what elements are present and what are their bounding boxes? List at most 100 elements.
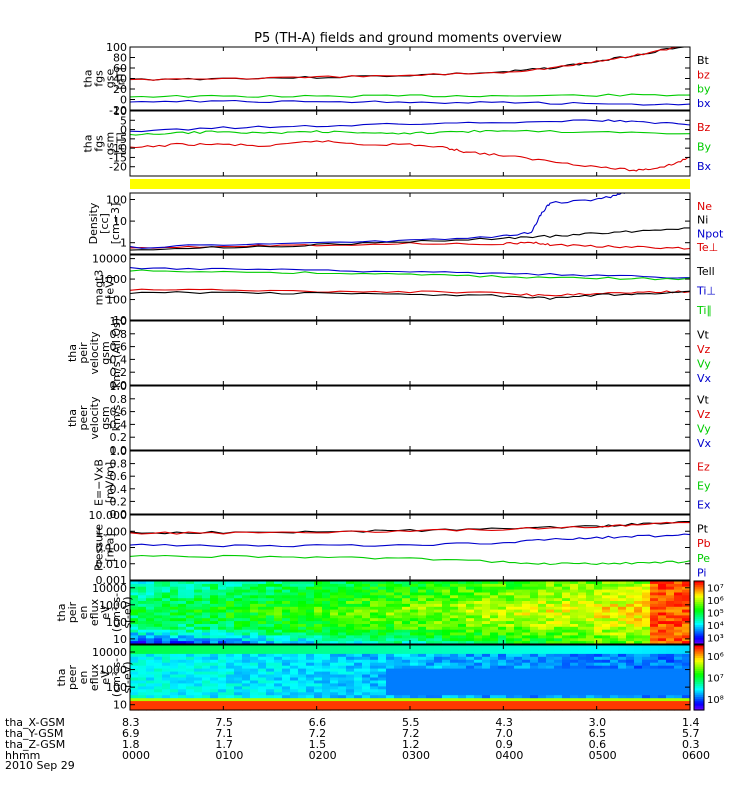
heatmap-cell <box>138 632 147 636</box>
ephemeris-value: 0400 <box>495 749 523 762</box>
heatmap-cell <box>626 632 635 636</box>
heatmap-cell <box>482 695 491 699</box>
heatmap-cell <box>434 695 443 699</box>
heatmap-cell <box>642 662 651 667</box>
heatmap-cell <box>602 689 611 693</box>
heatmap-cell <box>146 621 155 625</box>
heatmap-cell <box>538 689 547 693</box>
heatmap-cell <box>618 650 627 655</box>
ephemeris-value: 0000 <box>122 749 150 762</box>
heatmap-cell <box>586 692 595 696</box>
heatmap-cell <box>434 677 443 682</box>
heatmap-cell <box>370 624 379 628</box>
heatmap-cell <box>250 609 259 614</box>
heatmap-cell <box>250 701 259 705</box>
heatmap-cell <box>258 612 267 616</box>
heatmap-cell <box>242 650 251 655</box>
heatmap-cell <box>210 606 219 611</box>
heatmap-cell <box>658 648 667 652</box>
heatmap-cell <box>386 609 395 614</box>
y-axis-label-line: tha <box>55 668 68 686</box>
heatmap-cell <box>250 665 259 670</box>
heatmap-cell <box>282 692 291 696</box>
heatmap-cell <box>642 648 651 652</box>
heatmap-cell <box>522 671 531 676</box>
colorbar-step <box>694 623 704 626</box>
heatmap-cell <box>506 598 515 602</box>
heatmap-cell <box>378 601 387 605</box>
heatmap-cell <box>402 695 411 699</box>
heatmap-cell <box>346 704 355 708</box>
heatmap-cell <box>442 674 451 679</box>
heatmap-cell <box>490 598 499 602</box>
heatmap-cell <box>602 606 611 611</box>
heatmap-cell <box>306 621 315 625</box>
heatmap-cell <box>170 635 179 639</box>
heatmap-cell <box>282 612 291 616</box>
heatmap-cell <box>610 632 619 636</box>
heatmap-cell <box>594 592 603 596</box>
heatmap-cell <box>474 656 483 661</box>
heatmap-cell <box>410 621 419 625</box>
heatmap-cell <box>546 677 555 682</box>
heatmap-cell <box>386 671 395 676</box>
heatmap-cell <box>362 601 371 605</box>
heatmap-cell <box>474 589 483 594</box>
heatmap-cell <box>306 595 315 599</box>
heatmap-cell <box>202 689 211 693</box>
heatmap-cell <box>370 665 379 670</box>
colorbar-step <box>694 635 704 639</box>
heatmap-cell <box>210 621 219 625</box>
heatmap-cell <box>450 677 459 682</box>
heatmap-cell <box>218 680 227 685</box>
heatmap-cell <box>346 612 355 616</box>
heatmap-cell <box>442 598 451 602</box>
heatmap-cell <box>618 641 627 645</box>
heatmap-cell <box>490 698 499 702</box>
heatmap-cell <box>586 650 595 655</box>
heatmap-cell <box>674 701 683 705</box>
heatmap-cell <box>154 589 163 594</box>
y-tick-label: 10000 <box>92 646 127 659</box>
heatmap-cell <box>282 598 291 602</box>
heatmap-cell <box>394 638 403 642</box>
heatmap-cell <box>642 683 651 687</box>
heatmap-cell <box>178 612 187 616</box>
heatmap-cell <box>538 583 547 588</box>
heatmap-cell <box>490 695 499 699</box>
heatmap-cell <box>426 677 435 682</box>
heatmap-cell <box>394 707 403 711</box>
heatmap-cell <box>362 680 371 685</box>
heatmap-cell <box>314 686 323 690</box>
heatmap-cell <box>498 698 507 702</box>
heatmap-cell <box>290 598 299 602</box>
y-axis-label-line: gsm <box>104 132 117 155</box>
heatmap-cell <box>474 653 483 658</box>
heatmap-cell <box>658 674 667 679</box>
heatmap-cell <box>474 603 483 608</box>
heatmap-cell <box>482 686 491 690</box>
heatmap-cell <box>258 638 267 642</box>
heatmap-cell <box>354 615 363 619</box>
heatmap-cell <box>202 677 211 682</box>
heatmap-cell <box>290 668 299 673</box>
y-axis-label-line: sr-eV) <box>121 661 134 693</box>
ephemeris-value: 8.3 <box>122 716 140 729</box>
heatmap-cell <box>146 653 155 658</box>
heatmap-cell <box>682 581 691 585</box>
heatmap-cell <box>290 653 299 658</box>
heatmap-cell <box>474 704 483 708</box>
heatmap-cell <box>314 595 323 599</box>
heatmap-cell <box>458 615 467 619</box>
heatmap-cell <box>162 692 171 696</box>
heatmap-cell <box>186 641 195 645</box>
heatmap-cell <box>258 677 267 682</box>
heatmap-cell <box>378 598 387 602</box>
heatmap-cell <box>266 653 275 658</box>
heatmap-cell <box>378 641 387 645</box>
heatmap-cell <box>290 662 299 667</box>
y-axis-label-line: eflux <box>88 663 101 691</box>
heatmap-cell <box>402 609 411 614</box>
heatmap-cell <box>314 621 323 625</box>
